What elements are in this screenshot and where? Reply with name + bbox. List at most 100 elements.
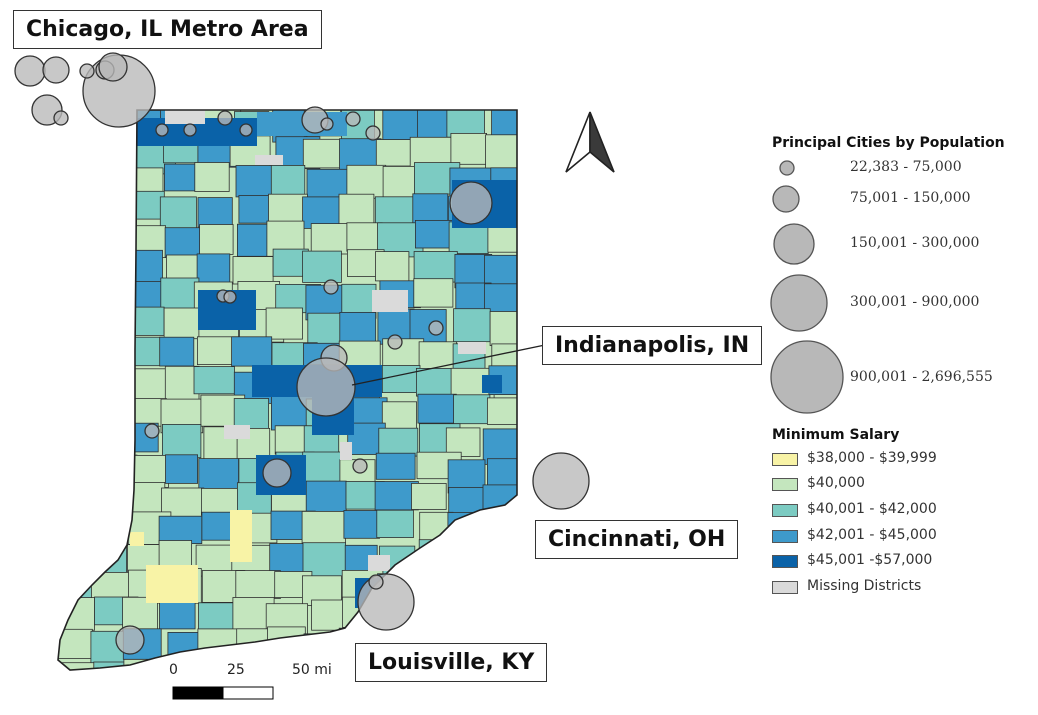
district-polygon bbox=[375, 139, 411, 167]
district-polygon bbox=[411, 572, 447, 600]
city-circle-muncie bbox=[428, 320, 444, 336]
city-circles bbox=[14, 52, 590, 655]
missing-district-north bbox=[255, 155, 283, 165]
city-circle-kokomo bbox=[323, 279, 339, 295]
district-polygon bbox=[382, 110, 419, 141]
district-polygon bbox=[302, 196, 342, 229]
district-polygon bbox=[346, 164, 387, 199]
district-polygon bbox=[165, 454, 198, 484]
district-polygon bbox=[58, 284, 89, 317]
district-polygon bbox=[381, 365, 421, 394]
district-polygon bbox=[58, 225, 92, 262]
label-cincinnati: Cincinnati, OH bbox=[535, 520, 739, 559]
district-polygon bbox=[413, 278, 454, 308]
district-polygon bbox=[164, 365, 200, 401]
label-indianapolis: Indianapolis, IN bbox=[542, 326, 763, 365]
district-polygon bbox=[163, 307, 200, 340]
district-polygon bbox=[303, 633, 346, 665]
district-polygon bbox=[161, 423, 202, 459]
district-polygon bbox=[301, 510, 346, 544]
scale-tick-25: 25 bbox=[227, 662, 245, 678]
district-polygon bbox=[198, 602, 235, 633]
district-polygon bbox=[123, 659, 158, 670]
district-polygon bbox=[231, 336, 273, 367]
district-polygon bbox=[447, 569, 484, 606]
district-yellow-tall bbox=[230, 510, 252, 562]
district-polygon bbox=[193, 366, 235, 395]
district-polygon bbox=[92, 306, 125, 336]
district-polygon bbox=[447, 544, 481, 580]
district-polygon bbox=[160, 277, 200, 312]
legend-circle-2 bbox=[772, 185, 800, 213]
district-polygon bbox=[376, 509, 414, 539]
city-circle-valparaiso bbox=[239, 123, 253, 137]
district-polygon bbox=[158, 515, 203, 545]
district-polygon bbox=[87, 194, 125, 222]
scale-bar-segment-1 bbox=[172, 686, 224, 700]
legend-swatch-pale-green bbox=[772, 478, 798, 491]
city-circle-cincinnati bbox=[532, 452, 590, 510]
city-circle-gary bbox=[183, 123, 197, 137]
city-circle-new-albany bbox=[368, 574, 384, 590]
district-polygon bbox=[238, 195, 273, 224]
district-polygon bbox=[131, 306, 165, 336]
district-polygon bbox=[58, 544, 102, 581]
missing-district-east bbox=[458, 342, 486, 354]
legend-salary-label-1: $38,000 - $39,999 bbox=[807, 450, 937, 466]
legend-circle-5 bbox=[770, 340, 844, 414]
district-polygon bbox=[87, 283, 131, 313]
district-polygon bbox=[485, 134, 517, 170]
district-polygon bbox=[305, 480, 347, 516]
district-polygon bbox=[487, 539, 517, 568]
district-polygon bbox=[486, 513, 517, 550]
district-polygon bbox=[486, 397, 517, 425]
district-polygon bbox=[93, 365, 128, 402]
scale-bar-segment-2 bbox=[222, 686, 274, 700]
district-polygon bbox=[445, 427, 481, 457]
missing-district-mid bbox=[340, 442, 352, 460]
district-polygon bbox=[414, 219, 455, 249]
legend-salary-label-2: $40,000 bbox=[807, 475, 865, 491]
legend-population-label-4: 300,001 - 900,000 bbox=[850, 294, 980, 310]
district-polygon bbox=[450, 603, 488, 632]
district-polygon bbox=[302, 451, 344, 487]
district-polygon bbox=[489, 574, 517, 602]
city-circle-terre-haute bbox=[144, 423, 160, 439]
city-circle-chicago-suburb-e bbox=[98, 52, 128, 82]
district-polygon bbox=[446, 110, 485, 138]
district-polygon bbox=[268, 193, 308, 224]
legend-salary-label-4: $42,001 - $45,000 bbox=[807, 527, 937, 543]
district-polygon bbox=[196, 253, 231, 287]
legend-salary-label-5: $45,001 -$57,000 bbox=[807, 552, 933, 568]
indianapolis-leader-line bbox=[351, 344, 546, 386]
district-polygon bbox=[88, 513, 125, 550]
district-polygon bbox=[450, 132, 487, 165]
district-polygon bbox=[491, 110, 517, 138]
district-polygon bbox=[58, 136, 97, 166]
district-polygon bbox=[125, 336, 164, 367]
missing-district-west bbox=[224, 425, 250, 439]
district-yellow-small bbox=[130, 532, 144, 546]
district-polygon bbox=[86, 250, 126, 285]
district-polygon bbox=[58, 307, 84, 343]
district-polygon bbox=[121, 481, 166, 517]
city-circle-lafayette-b bbox=[223, 290, 237, 304]
district-polygon bbox=[58, 597, 95, 631]
legend-swatch-missing bbox=[772, 581, 798, 594]
district-polygon bbox=[343, 510, 380, 539]
missing-district-south bbox=[368, 555, 390, 571]
district-polygon bbox=[302, 250, 342, 283]
legend-swatch-yellow bbox=[772, 453, 798, 466]
district-polygon bbox=[381, 401, 417, 430]
district-polygon bbox=[194, 162, 230, 192]
district-polygon bbox=[267, 626, 306, 663]
district-polygon bbox=[417, 110, 452, 138]
city-circle-evansville bbox=[115, 625, 145, 655]
district-polygon bbox=[59, 195, 95, 230]
district-polygon bbox=[89, 222, 124, 259]
district-polygon bbox=[375, 452, 416, 480]
district-polygon bbox=[197, 197, 233, 228]
scale-tick-50: 50 mi bbox=[292, 662, 332, 678]
district-polygon bbox=[58, 401, 99, 438]
district-polygon bbox=[58, 161, 93, 190]
